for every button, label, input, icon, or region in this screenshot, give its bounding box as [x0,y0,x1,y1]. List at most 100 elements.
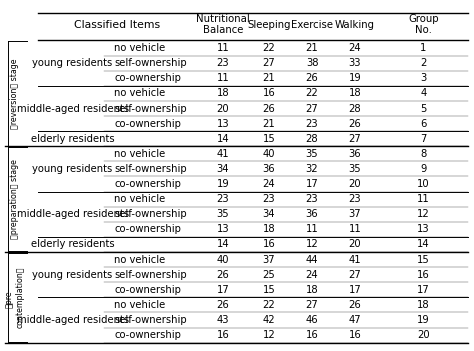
Text: 17: 17 [217,285,229,295]
Text: Classified Items: Classified Items [74,20,160,30]
Text: 27: 27 [306,300,319,310]
Text: 26: 26 [348,300,361,310]
Text: 9: 9 [420,164,427,174]
Text: 35: 35 [217,209,229,219]
Text: 22: 22 [263,300,275,310]
Text: 17: 17 [417,285,430,295]
Text: 27: 27 [348,270,361,280]
Text: 24: 24 [263,179,275,189]
Text: 16: 16 [217,330,229,340]
Text: 14: 14 [217,239,229,250]
Text: 『reversion』 stage: 『reversion』 stage [10,58,19,129]
Text: 15: 15 [263,285,275,295]
Text: 5: 5 [420,104,427,113]
Text: co-ownership: co-ownership [114,330,181,340]
Text: 11: 11 [217,73,229,83]
Text: 36: 36 [306,209,319,219]
Text: self-ownership: self-ownership [114,209,187,219]
Text: 4: 4 [420,88,427,98]
Text: 42: 42 [263,315,275,325]
Text: self-ownership: self-ownership [114,164,187,174]
Text: 15: 15 [417,254,430,265]
Text: co-ownership: co-ownership [114,285,181,295]
Text: 25: 25 [263,270,275,280]
Text: 24: 24 [306,270,319,280]
Text: 19: 19 [348,73,361,83]
Text: middle-aged residents: middle-aged residents [17,315,128,325]
Text: 6: 6 [420,119,427,128]
Text: 19: 19 [217,179,229,189]
Text: 17: 17 [306,179,319,189]
Text: 12: 12 [306,239,319,250]
Text: 26: 26 [306,73,319,83]
Text: 20: 20 [217,104,229,113]
Text: 33: 33 [348,58,361,68]
Text: 12: 12 [263,330,275,340]
Text: 13: 13 [217,224,229,234]
Text: no vehicle: no vehicle [114,194,165,204]
Text: elderly residents: elderly residents [31,134,114,144]
Text: 21: 21 [306,43,319,53]
Text: no vehicle: no vehicle [114,149,165,159]
Text: 26: 26 [217,270,229,280]
Text: 23: 23 [306,194,319,204]
Text: self-ownership: self-ownership [114,104,187,113]
Text: elderly residents: elderly residents [31,239,114,250]
Text: 23: 23 [306,119,319,128]
Text: 27: 27 [306,104,319,113]
Text: 17: 17 [348,285,361,295]
Text: 7: 7 [420,134,427,144]
Text: 18: 18 [417,300,429,310]
Text: no vehicle: no vehicle [114,88,165,98]
Text: 26: 26 [263,104,275,113]
Text: 12: 12 [417,209,430,219]
Text: Walking: Walking [335,20,375,30]
Text: 3: 3 [420,73,427,83]
Text: 36: 36 [263,164,275,174]
Text: 10: 10 [417,179,429,189]
Text: 14: 14 [417,239,429,250]
Text: 『preparation』 stage: 『preparation』 stage [10,159,19,239]
Text: 36: 36 [348,149,361,159]
Text: 34: 34 [263,209,275,219]
Text: 27: 27 [348,134,361,144]
Text: 23: 23 [217,194,229,204]
Text: 2: 2 [420,58,427,68]
Text: 16: 16 [306,330,319,340]
Text: 20: 20 [417,330,429,340]
Text: 16: 16 [263,88,275,98]
Text: no vehicle: no vehicle [114,300,165,310]
Text: 40: 40 [263,149,275,159]
Text: 27: 27 [263,58,275,68]
Text: 1: 1 [420,43,427,53]
Text: 11: 11 [348,224,361,234]
Text: 47: 47 [348,315,361,325]
Text: self-ownership: self-ownership [114,270,187,280]
Text: 20: 20 [348,239,361,250]
Text: 22: 22 [306,88,319,98]
Text: 46: 46 [306,315,319,325]
Text: Group
No.: Group No. [408,14,438,35]
Text: self-ownership: self-ownership [114,58,187,68]
Text: 11: 11 [217,43,229,53]
Text: 44: 44 [306,254,318,265]
Text: young residents: young residents [32,164,113,174]
Text: 37: 37 [348,209,361,219]
Text: self-ownership: self-ownership [114,315,187,325]
Text: 18: 18 [217,88,229,98]
Text: 22: 22 [263,43,275,53]
Text: 38: 38 [306,58,318,68]
Text: 35: 35 [306,149,319,159]
Text: Sleeping: Sleeping [247,20,291,30]
Text: 13: 13 [417,224,429,234]
Text: no vehicle: no vehicle [114,254,165,265]
Text: 11: 11 [417,194,430,204]
Text: young residents: young residents [32,58,113,68]
Text: 23: 23 [263,194,275,204]
Text: 35: 35 [348,164,361,174]
Text: 23: 23 [217,58,229,68]
Text: 26: 26 [217,300,229,310]
Text: 8: 8 [420,149,427,159]
Text: Nutritional
Balance: Nutritional Balance [196,14,250,35]
Text: middle-aged residents: middle-aged residents [17,104,128,113]
